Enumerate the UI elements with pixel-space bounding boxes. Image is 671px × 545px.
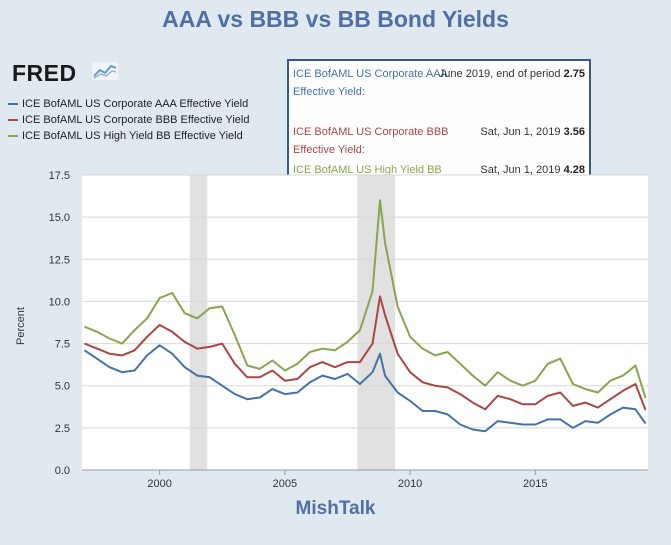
y-tick-label: 15.0 [49, 212, 70, 224]
series-line-bbb[interactable] [84, 295, 647, 411]
tooltip-date-value: Sat, Jun 1, 2019 4.28 [480, 161, 585, 179]
x-tick-label: 2005 [273, 478, 297, 490]
footer-watermark: MishTalk [295, 498, 376, 519]
tooltip-date-value: June 2019, end of period 2.75 [439, 65, 585, 83]
y-tick-label: 0.0 [55, 465, 70, 477]
fred-logo: FRED [12, 60, 77, 86]
x-tick-label: 2010 [398, 478, 422, 490]
legend-label-bbb: ICE BofAML US Corporate BBB Effective Yi… [22, 114, 250, 126]
legend-swatch-bbb [8, 119, 18, 121]
x-tick-label: 2000 [147, 478, 171, 490]
tooltip-date: June 2019, end of period [438, 68, 561, 80]
legend-item-bbb[interactable]: ICE BofAML US Corporate BBB Effective Yi… [8, 112, 249, 128]
legend-swatch-bb [8, 135, 18, 137]
y-axis-label: Percent [15, 307, 27, 345]
data-tooltip: ICE BofAML US Corporate AAA Effective Yi… [287, 59, 591, 194]
legend-label-bb: ICE BofAML US High Yield BB Effective Yi… [22, 130, 243, 142]
line-chart[interactable]: 0.0 2.5 5.0 7.5 10.0 12.5 15.0 17.5 2000 2005 2010… [0, 160, 671, 490]
recession-band-0 [189, 175, 208, 470]
tooltip-date: Sat, Jun 1, 2019 [480, 126, 561, 138]
y-tick-label: 7.5 [55, 339, 70, 351]
legend-item-bb[interactable]: ICE BofAML US High Yield BB Effective Yi… [8, 128, 249, 144]
chart-legend: ICE BofAML US Corporate AAA Effective Yi… [8, 96, 249, 144]
tooltip-series-name: ICE BofAML US Corporate BBB Effective Yi… [293, 126, 449, 156]
legend-swatch-aaa [8, 103, 18, 105]
tooltip-series-name: ICE BofAML US Corporate AAA Effective Yi… [293, 68, 448, 98]
tooltip-date-value: Sat, Jun 1, 2019 3.56 [480, 123, 585, 141]
legend-label-aaa: ICE BofAML US Corporate AAA Effective Yi… [22, 98, 249, 110]
chart-line-icon [92, 62, 118, 80]
legend-item-aaa[interactable]: ICE BofAML US Corporate AAA Effective Yi… [8, 96, 249, 112]
y-tick-label: 12.5 [49, 254, 70, 266]
tooltip-value: 2.75 [563, 68, 585, 80]
y-tick-label: 2.5 [55, 423, 70, 435]
chart-title: AAA vs BBB vs BB Bond Yields [162, 6, 509, 32]
y-tick-label: 5.0 [55, 381, 70, 393]
y-tick-label: 10.0 [49, 296, 70, 308]
tooltip-date: Sat, Jun 1, 2019 [480, 164, 561, 176]
tooltip-value: 4.28 [563, 164, 585, 176]
series-line-bb[interactable] [84, 199, 647, 399]
tooltip-value: 3.56 [563, 126, 585, 138]
x-tick-label: 2015 [523, 478, 547, 490]
y-tick-label: 17.5 [49, 170, 70, 182]
series-line-aaa[interactable] [83, 344, 647, 433]
